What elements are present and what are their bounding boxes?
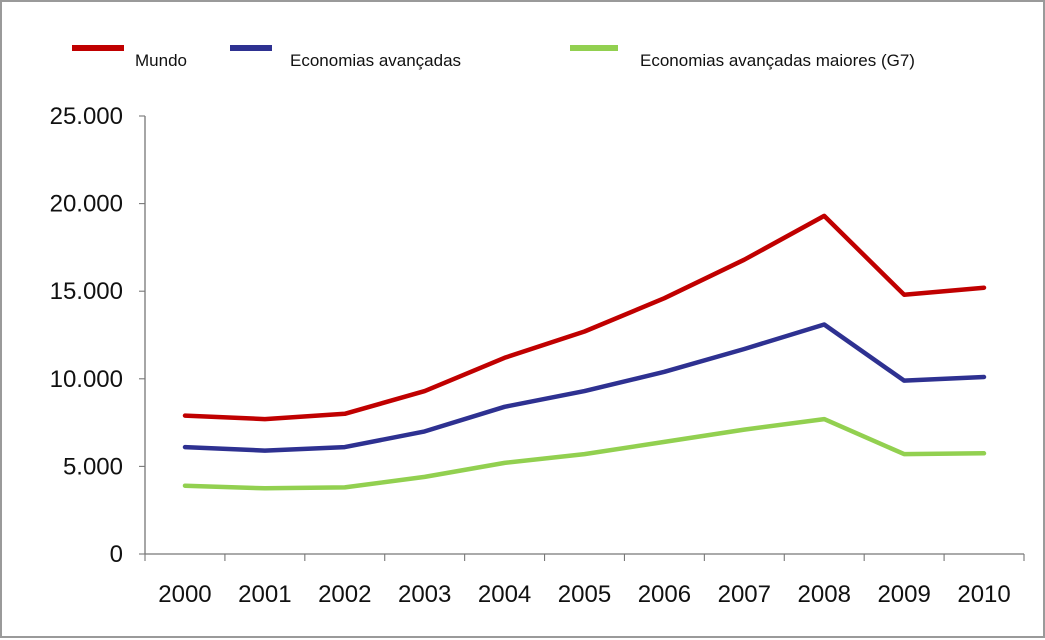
- y-tick-label: 20.000: [50, 191, 123, 218]
- legend: Mundo Economias avançadas Economias avança…: [72, 45, 915, 70]
- x-tick-label: 2004: [478, 581, 531, 608]
- series-line-3: [182, 416, 987, 491]
- x-tick-label: 2009: [877, 581, 930, 608]
- x-tick-label: 2001: [238, 581, 291, 608]
- legend-label-2: Economias avançadas: [290, 51, 461, 70]
- x-tick-label: 2005: [558, 581, 611, 608]
- x-tick-label: 2007: [718, 581, 771, 608]
- y-tick-label: 5.000: [63, 453, 123, 480]
- x-tick-label: 2008: [798, 581, 851, 608]
- legend-label-3: Economias avançadas maiores (G7): [640, 51, 915, 70]
- x-tick-label: 2010: [957, 581, 1010, 608]
- x-tick-label: 2006: [638, 581, 691, 608]
- y-tick-label: 10.000: [50, 366, 123, 393]
- x-tick-label: 2003: [398, 581, 451, 608]
- legend-label-1: Mundo: [135, 51, 187, 70]
- axes: 0 5.000 10.000 15.000 20.000 25.000 2000 2001 20…: [50, 103, 1025, 608]
- y-tick-label: 0: [110, 541, 123, 568]
- series-line-2: [182, 322, 987, 453]
- series-line-1: [182, 213, 987, 422]
- series-lines: [182, 213, 987, 491]
- y-tick-label: 15.000: [50, 278, 123, 305]
- x-tick-label: 2002: [318, 581, 371, 608]
- x-tick-label: 2000: [158, 581, 211, 608]
- y-tick-label: 25.000: [50, 103, 123, 130]
